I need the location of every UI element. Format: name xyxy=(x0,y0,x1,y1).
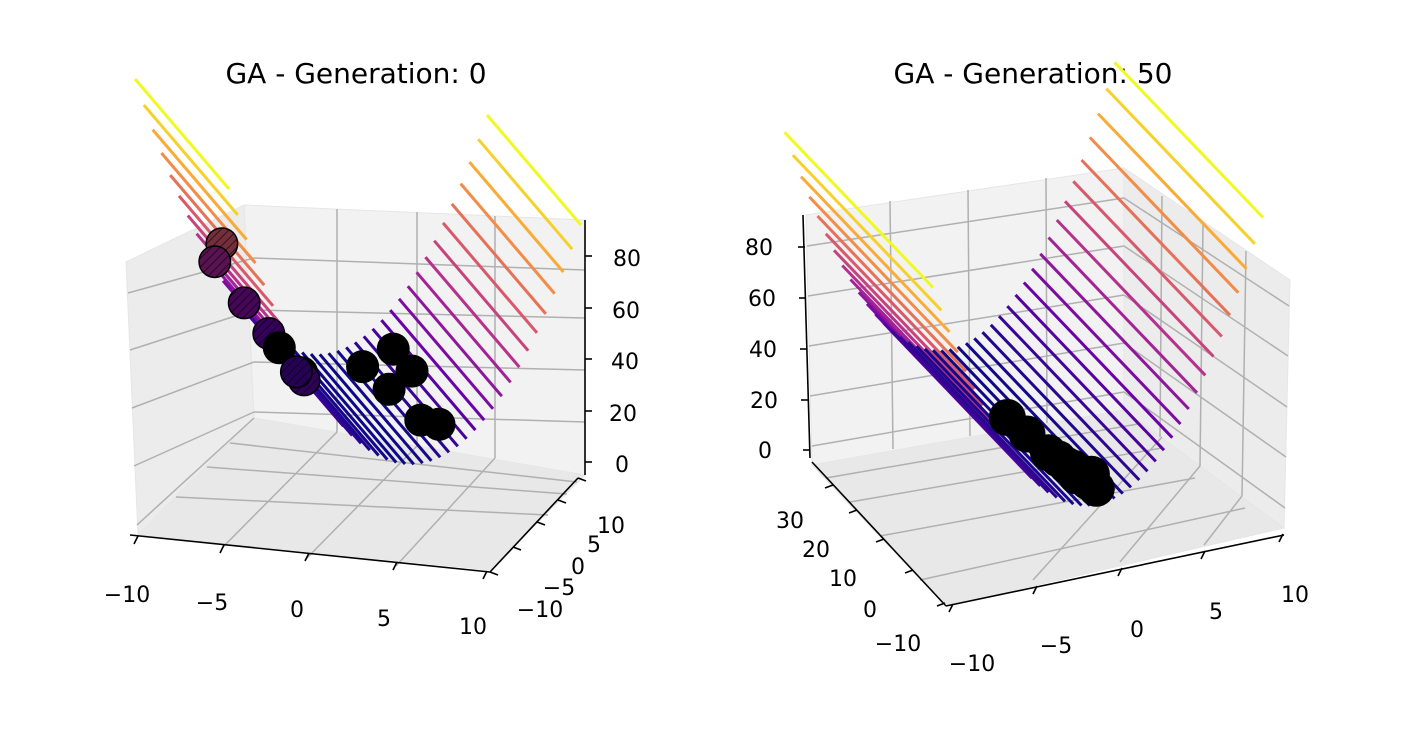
point-hatch-overlay xyxy=(199,246,230,277)
surface-line xyxy=(1055,218,1207,377)
grid-lines xyxy=(806,177,1290,581)
y-tick-label: 0 xyxy=(863,598,877,623)
x-tick-label: −5 xyxy=(1040,634,1072,659)
surface-line xyxy=(1014,293,1166,452)
surface-line xyxy=(1022,281,1174,439)
x-tick-label: 10 xyxy=(459,615,487,640)
y-tick-label: −5 xyxy=(543,576,575,601)
surface-line xyxy=(783,131,935,289)
surface-line xyxy=(309,353,407,465)
x-tick-label: 10 xyxy=(1281,583,1309,608)
chart-title: GA - Generation: 50 xyxy=(894,57,1173,90)
y-tick-label: 20 xyxy=(802,538,830,563)
surface-line xyxy=(318,353,415,466)
x-tick-label: −5 xyxy=(196,591,228,616)
y-tick-label: −10 xyxy=(875,632,921,657)
point-hatch-overlay xyxy=(229,287,260,318)
population-point xyxy=(395,354,429,388)
point-hatch-overlay xyxy=(281,356,312,387)
population-point xyxy=(372,372,406,406)
surface-line xyxy=(898,336,1050,494)
z-tick-label: 0 xyxy=(615,453,629,478)
population-point xyxy=(262,331,296,365)
surface-line xyxy=(133,78,231,190)
surface-line xyxy=(791,154,943,312)
surface-line xyxy=(441,221,539,334)
surface-line xyxy=(824,232,976,391)
surface-line xyxy=(415,271,512,384)
surface-line xyxy=(151,128,248,241)
y-tick-label: 10 xyxy=(597,514,625,539)
surface-line xyxy=(397,297,495,410)
z-tick-label: 20 xyxy=(750,389,778,414)
z-tick-label: 80 xyxy=(745,236,773,261)
surface-line xyxy=(406,285,503,398)
z-tick-label: 40 xyxy=(749,338,777,363)
y-tick-label: 0 xyxy=(571,555,585,580)
surface-line xyxy=(841,264,992,422)
surface-line xyxy=(433,239,530,352)
subplot-generation-0: GA - Generation: 0 xyxy=(104,57,641,640)
population-points xyxy=(988,399,1115,507)
y-tick-label: 5 xyxy=(587,533,601,558)
z-tick-label: 0 xyxy=(758,439,772,464)
axes xyxy=(129,220,592,580)
y-tick-label: −10 xyxy=(517,598,563,623)
surface-line xyxy=(1113,61,1265,219)
surface-line xyxy=(160,152,257,264)
x-tick-label: 0 xyxy=(1130,618,1144,643)
x-tick-label: 5 xyxy=(1209,600,1223,625)
surface-line xyxy=(1063,200,1215,358)
surface-line xyxy=(981,331,1133,489)
surface-line xyxy=(468,161,565,273)
population-point xyxy=(422,407,456,441)
y-tick-label: 10 xyxy=(829,567,857,592)
surface-line xyxy=(799,175,951,333)
x-tick-label: 5 xyxy=(377,607,391,632)
surface-line xyxy=(1096,112,1248,270)
surface-line xyxy=(1006,305,1157,463)
z-tick-label: 60 xyxy=(612,299,640,324)
x-tick-label: −10 xyxy=(104,583,150,608)
surface-line xyxy=(327,352,424,465)
surface-line xyxy=(816,214,968,373)
surface-line xyxy=(459,182,556,295)
surface-line xyxy=(849,278,1001,436)
surface-line xyxy=(997,315,1149,473)
surface-line xyxy=(1072,180,1223,338)
surface-line xyxy=(389,309,486,422)
surface-line xyxy=(485,114,583,226)
population-point xyxy=(1072,455,1110,493)
surface-line xyxy=(1088,136,1240,294)
surface-line xyxy=(808,195,959,354)
surface-line xyxy=(450,202,547,315)
axes xyxy=(798,214,1285,613)
surface-line xyxy=(832,249,984,407)
surface-line xyxy=(1105,87,1256,245)
subplot-generation-50: GA - Generation: 50 xyxy=(745,57,1309,677)
surface-line xyxy=(907,341,1058,499)
z-tick-label: 80 xyxy=(613,247,641,272)
surface-line xyxy=(424,256,521,369)
surface-line xyxy=(142,104,239,216)
surface-line xyxy=(186,214,283,327)
z-tick-label: 20 xyxy=(609,402,637,427)
x-tick-label: −10 xyxy=(949,652,995,677)
surface-line xyxy=(1047,236,1199,394)
surface-line xyxy=(1039,252,1190,411)
z-tick-label: 60 xyxy=(748,287,776,312)
surface-line xyxy=(477,138,574,251)
surface-line xyxy=(989,323,1141,482)
x-tick-label: 0 xyxy=(290,598,304,623)
surface-line xyxy=(1030,267,1182,426)
y-tick-label: 30 xyxy=(776,509,804,534)
population-point xyxy=(376,332,410,366)
surface-line xyxy=(1080,158,1232,317)
z-tick-label: 40 xyxy=(611,350,639,375)
population-point xyxy=(346,350,380,384)
chart-title: GA - Generation: 0 xyxy=(225,57,486,90)
population-points xyxy=(198,227,456,441)
